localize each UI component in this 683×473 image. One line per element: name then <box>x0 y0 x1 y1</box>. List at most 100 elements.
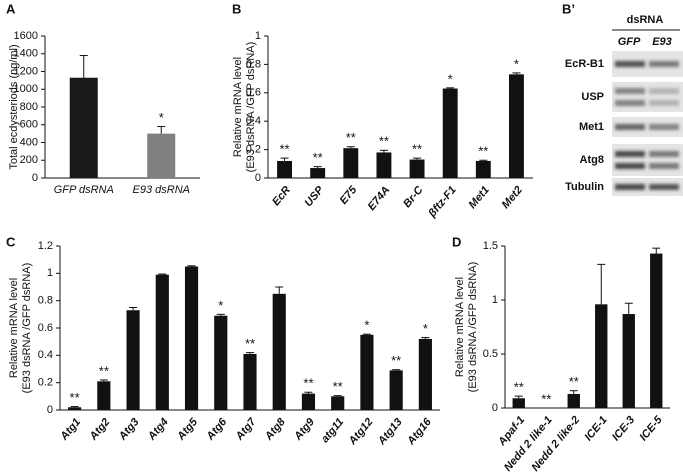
significance: ** <box>346 130 356 145</box>
significance: ** <box>379 134 389 149</box>
bar <box>272 293 286 410</box>
significance: * <box>218 298 223 313</box>
error-bar <box>99 379 108 382</box>
bar <box>595 304 608 408</box>
bar <box>508 74 524 178</box>
bar <box>301 393 316 410</box>
blot-band <box>615 61 645 67</box>
y-tick-label: 0.4 <box>38 349 53 361</box>
y-axis-label: (E93 dsRNA /GFP dsRNA) <box>21 263 33 394</box>
error-bar <box>79 55 88 78</box>
y-tick-label: 1400 <box>14 48 38 60</box>
y-tick-label: 800 <box>20 101 38 113</box>
y-axis-label: Relative mRNA level <box>8 278 20 378</box>
error-bar <box>157 126 166 134</box>
y-tick-label: 1200 <box>14 65 38 77</box>
blot-band <box>615 151 645 157</box>
error-bar <box>313 166 322 169</box>
significance: ** <box>514 380 524 395</box>
significance: * <box>448 71 453 86</box>
blot-band <box>615 124 645 130</box>
error-bar <box>70 406 79 408</box>
x-tick-label: atg11 <box>319 416 346 445</box>
error-bar <box>392 369 401 371</box>
blot-band <box>615 163 645 169</box>
bar <box>442 88 458 178</box>
bar <box>650 253 663 408</box>
x-tick-label: Atg6 <box>204 415 230 443</box>
blot-band <box>649 163 679 169</box>
y-tick-label: 0 <box>255 172 261 184</box>
x-tick-label: Atg4 <box>145 416 171 443</box>
x-tick-label: Atg9 <box>291 415 317 443</box>
blot-header: dsRNA <box>627 14 664 26</box>
bar <box>243 353 257 410</box>
significance: * <box>423 321 428 336</box>
error-bar <box>158 273 167 275</box>
y-tick-label: 0 <box>47 404 53 416</box>
x-tick-label: ICE-3 <box>610 414 637 443</box>
y-tick-label: 1 <box>492 294 498 306</box>
significance: ** <box>303 376 313 391</box>
y-axis-label: (E93 dsRNA /GFP dsRNA) <box>245 42 257 173</box>
x-tick-label: βftz-F1 <box>426 184 459 220</box>
y-tick-label: 200 <box>20 154 38 166</box>
panel-label: C <box>6 234 16 249</box>
blot-band <box>649 61 679 67</box>
error-bar <box>275 286 284 294</box>
error-bar <box>446 87 455 89</box>
error-bar <box>362 333 371 335</box>
bar <box>310 168 326 178</box>
bar <box>68 407 82 410</box>
y-axis-label: Total ecdysteriods (ng/ml) <box>8 44 20 169</box>
significance: ** <box>245 336 255 351</box>
bar <box>360 334 374 410</box>
bar <box>69 77 98 178</box>
error-bar <box>624 302 633 315</box>
y-tick-label: 600 <box>20 119 38 131</box>
blot-band <box>649 124 679 130</box>
error-bar <box>304 391 313 394</box>
y-tick-label: 1.2 <box>38 240 53 252</box>
x-tick-label: ICE-5 <box>638 413 666 443</box>
significance: * <box>159 110 164 125</box>
panel-label: B’ <box>562 1 575 16</box>
x-tick-label: Atg5 <box>175 415 201 443</box>
y-tick-label: 0.6 <box>38 322 53 334</box>
error-bar <box>346 146 355 149</box>
blot-band <box>615 88 645 94</box>
x-tick-label: ICE-1 <box>583 414 610 443</box>
blot-row-label: Atg8 <box>580 154 604 166</box>
x-tick-label: Atg16 <box>404 415 434 448</box>
error-bar <box>280 157 289 161</box>
x-tick-label: E75 <box>338 183 360 206</box>
bar <box>155 274 169 410</box>
bar <box>418 338 432 410</box>
y-tick-label: 0.8 <box>246 58 261 70</box>
blot-row-label: USP <box>581 91 604 103</box>
significance: ** <box>569 374 579 389</box>
y-tick-label: 0 <box>492 402 498 414</box>
bar <box>277 160 293 178</box>
x-tick-label: GFP dsRNA <box>54 184 114 196</box>
lane-label: GFP <box>618 36 641 48</box>
significance: ** <box>541 391 551 406</box>
bar <box>214 315 228 410</box>
error-bar <box>479 159 488 161</box>
x-tick-label: Met1 <box>467 184 492 211</box>
blot-band <box>649 151 679 157</box>
x-tick-label: Atg1 <box>58 416 84 443</box>
blot-band <box>649 88 679 94</box>
bar <box>567 393 580 408</box>
panel-label: A <box>6 1 16 16</box>
x-tick-label: Met2 <box>500 184 525 211</box>
y-tick-label: 1.5 <box>483 240 498 252</box>
significance: ** <box>391 353 401 368</box>
blot-strip <box>612 144 683 176</box>
bar <box>622 314 635 408</box>
bar <box>97 381 111 410</box>
x-tick-label: E74A <box>366 184 393 213</box>
bar <box>475 160 491 178</box>
significance: ** <box>99 363 109 378</box>
error-bar <box>413 157 422 160</box>
